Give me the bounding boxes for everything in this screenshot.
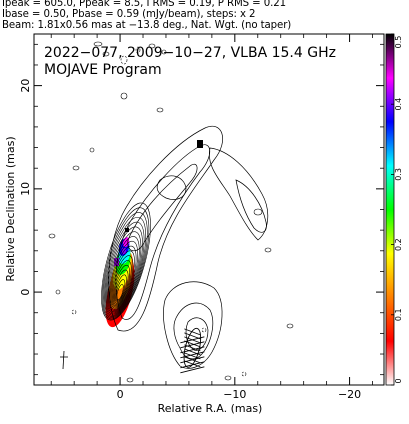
jet-contour <box>163 281 223 369</box>
y-tick-label: 0 <box>19 289 32 296</box>
cross-marker <box>62 350 65 370</box>
noise-contour <box>72 165 80 171</box>
core-contour <box>116 284 124 301</box>
x-tick-label: −20 <box>338 388 361 401</box>
core-contour <box>105 226 143 315</box>
colorbar-tick-label: 0.2 <box>394 238 403 251</box>
jet-contour <box>127 163 198 252</box>
negative-contour <box>241 371 247 377</box>
colorbar-tick-label: 0.1 <box>394 308 403 321</box>
noise-contour <box>156 107 164 113</box>
polarization-vector <box>180 366 205 374</box>
noise-contour <box>120 92 128 100</box>
jet-contour <box>156 175 187 200</box>
chart-title: 2022−077, 2009−10−27, VLBA 15.4 GHz <box>44 45 336 61</box>
negative-contour <box>201 327 207 333</box>
x-tick-label: −10 <box>223 388 246 401</box>
noise-contour <box>126 377 134 383</box>
noise-contour <box>48 233 56 239</box>
core-contour <box>112 264 131 305</box>
core-contours <box>101 202 151 321</box>
noise-contour <box>89 147 95 153</box>
noise-contour <box>93 41 103 47</box>
polarization-vector <box>180 351 205 359</box>
core-contour <box>102 207 150 320</box>
header-line-3: Beam: 1.81x0.56 mas at −13.8 deg., Nat. … <box>2 20 292 31</box>
jet-knot <box>197 140 203 148</box>
polarization-vector <box>180 361 205 369</box>
negative-contour <box>135 46 141 54</box>
core-contour <box>111 255 134 308</box>
polarization-vector <box>180 336 205 344</box>
jet-contours <box>48 41 294 383</box>
core-contour <box>108 240 139 311</box>
header-line-1: Ipeak = 605.0, Ppeak = 8.5, I RMS = 0.19… <box>2 0 287 9</box>
jet-knot <box>125 228 129 232</box>
core-contour <box>109 245 137 310</box>
core-contour <box>114 274 127 303</box>
plot-frame <box>33 33 385 386</box>
core-contour <box>102 212 148 318</box>
plot-contents <box>48 41 294 383</box>
core-contour <box>104 221 145 316</box>
x-axis-label: Relative R.A. (mas) <box>158 402 263 415</box>
core-contour <box>112 260 132 307</box>
colorbar-tick-label: 0.4 <box>394 98 403 111</box>
polarization-vector <box>180 356 205 364</box>
colorbar-tick-label: 0.5 <box>394 36 403 49</box>
core-contour <box>110 250 135 309</box>
noise-contour <box>253 208 263 216</box>
y-axis-label: Relative Declination (mas) <box>4 136 17 281</box>
jet-contour <box>108 125 223 332</box>
jet-contour <box>115 144 211 320</box>
chart-subtitle: MOJAVE Program <box>44 62 162 78</box>
core-polarization-color-patch <box>114 258 120 267</box>
colorbar: 0 0.1 0.2 0.3 0.4 0.5 <box>385 33 403 386</box>
colorbar-tick-label: 0.3 <box>394 168 403 181</box>
colorbar-ramp <box>385 33 395 386</box>
polarization-vector <box>180 341 205 349</box>
header-line-2: Ibase = 0.50, Pbase = 0.59 (mJy/beam), s… <box>2 9 256 20</box>
noise-contour <box>161 49 167 55</box>
jet-contour <box>173 302 214 360</box>
noise-contour <box>148 43 156 49</box>
noise-contour <box>102 51 110 57</box>
jet-contour <box>235 179 267 233</box>
noise-contour <box>286 323 294 329</box>
noise-contour <box>224 375 232 381</box>
x-tick-label: 0 <box>117 388 124 401</box>
negative-contour <box>120 55 128 65</box>
beam-ellipse <box>180 327 205 374</box>
axis-ticks: 0 −10 −20 0 10 20 <box>19 34 384 401</box>
polarization-vector <box>180 346 205 354</box>
y-tick-label: 10 <box>19 182 32 196</box>
colorbar-tick-label: 0 <box>394 378 403 383</box>
y-tick-label: 20 <box>19 79 32 93</box>
noise-contour <box>264 247 272 253</box>
jet-contour <box>208 147 269 241</box>
negative-contour <box>71 309 77 315</box>
noise-contour <box>55 289 61 295</box>
core-contour <box>107 236 140 313</box>
